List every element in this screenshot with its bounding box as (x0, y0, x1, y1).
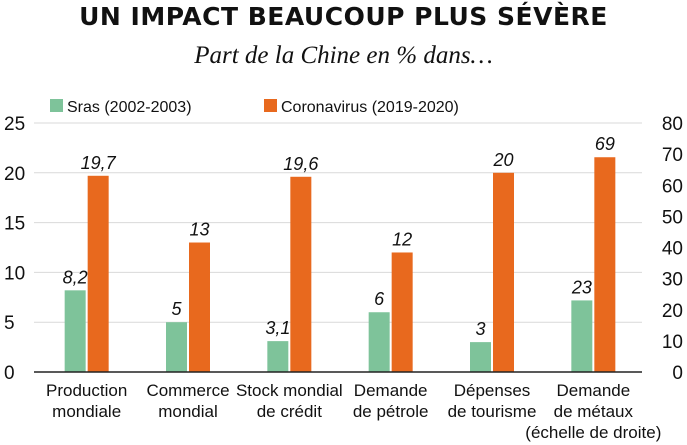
right-tick-label: 80 (662, 114, 683, 135)
right-tick-label: 40 (662, 239, 683, 260)
right-tick-label: 10 (662, 332, 683, 353)
left-tick-label: 0 (4, 363, 15, 384)
bar-coronavirus (189, 242, 210, 372)
legend-swatch-coronavirus (264, 99, 277, 112)
chart-subtitle: Part de la Chine en % dans… (194, 42, 493, 69)
right-tick-label: 70 (662, 145, 683, 166)
category-label: Demande (556, 381, 630, 400)
category-label: Production (46, 381, 127, 400)
right-tick-label: 60 (662, 176, 683, 197)
bar-sras (267, 341, 289, 372)
data-label-sras: 6 (374, 289, 385, 309)
bars (64, 157, 616, 372)
bar-sras (470, 342, 491, 372)
left-tick-label: 10 (4, 263, 25, 284)
left-y-axis: 0 5 10 15 20 25 (4, 114, 25, 384)
bar-coronavirus (87, 175, 109, 372)
legend-label-coronavirus: Coronavirus (2019-2020) (281, 99, 459, 116)
category-label: Commerce (146, 381, 229, 400)
category-label: Dépenses (454, 381, 531, 400)
left-tick-label: 20 (4, 164, 25, 185)
bar-coronavirus (391, 252, 413, 372)
data-label-sras: 3 (475, 319, 485, 339)
left-tick-label: 15 (4, 214, 25, 235)
data-label-coronavirus: 12 (392, 229, 412, 249)
gridlines (34, 122, 642, 323)
left-tick-label: 5 (4, 313, 15, 334)
legend: Sras (2002-2003) Coronavirus (2019-2020) (50, 99, 459, 116)
bar-sras (166, 322, 187, 372)
legend-swatch-sras (50, 99, 63, 112)
category-label: Demande (354, 381, 428, 400)
bar-coronavirus (493, 172, 514, 372)
category-label: de pétrole (353, 402, 429, 421)
category-label: mondiale (52, 402, 121, 421)
left-tick-label: 25 (4, 114, 25, 135)
bar-sras (368, 312, 390, 372)
bar-coronavirus (594, 157, 616, 372)
category-label: (échelle de droite) (525, 423, 661, 442)
category-label: de tourisme (448, 402, 537, 421)
data-label-sras: 8,2 (63, 267, 88, 287)
bar-sras (64, 290, 86, 372)
data-label-sras: 23 (571, 277, 592, 297)
data-label-coronavirus: 69 (595, 134, 615, 154)
category-label: de métaux (554, 402, 634, 421)
data-label-coronavirus: 13 (189, 220, 209, 240)
legend-label-sras: Sras (2002-2003) (67, 99, 192, 116)
category-label: de crédit (257, 402, 322, 421)
category-label: mondial (158, 402, 218, 421)
right-tick-label: 50 (662, 207, 683, 228)
bar-coronavirus (290, 176, 312, 372)
right-tick-label: 0 (672, 363, 683, 384)
category-label: Stock mondial (236, 381, 343, 400)
right-tick-label: 20 (662, 301, 683, 322)
data-label-sras: 3,1 (265, 318, 290, 338)
bar-sras (571, 300, 593, 372)
category-labels: Production mondiale Commerce mondial Stock m… (46, 381, 661, 442)
right-y-axis: 0 10 20 30 40 50 60 70 80 (662, 114, 683, 384)
right-tick-label: 30 (662, 270, 683, 291)
data-label-sras: 5 (171, 299, 182, 319)
chart-title: UN IMPACT BEAUCOUP PLUS SÉVÈRE (79, 2, 608, 31)
data-label-coronavirus: 19,7 (81, 153, 117, 173)
data-labels: 8,2 19,7 5 13 3,1 19,6 6 12 3 20 23 69 (63, 134, 615, 339)
data-label-coronavirus: 20 (492, 150, 513, 170)
data-label-coronavirus: 19,6 (283, 154, 319, 174)
